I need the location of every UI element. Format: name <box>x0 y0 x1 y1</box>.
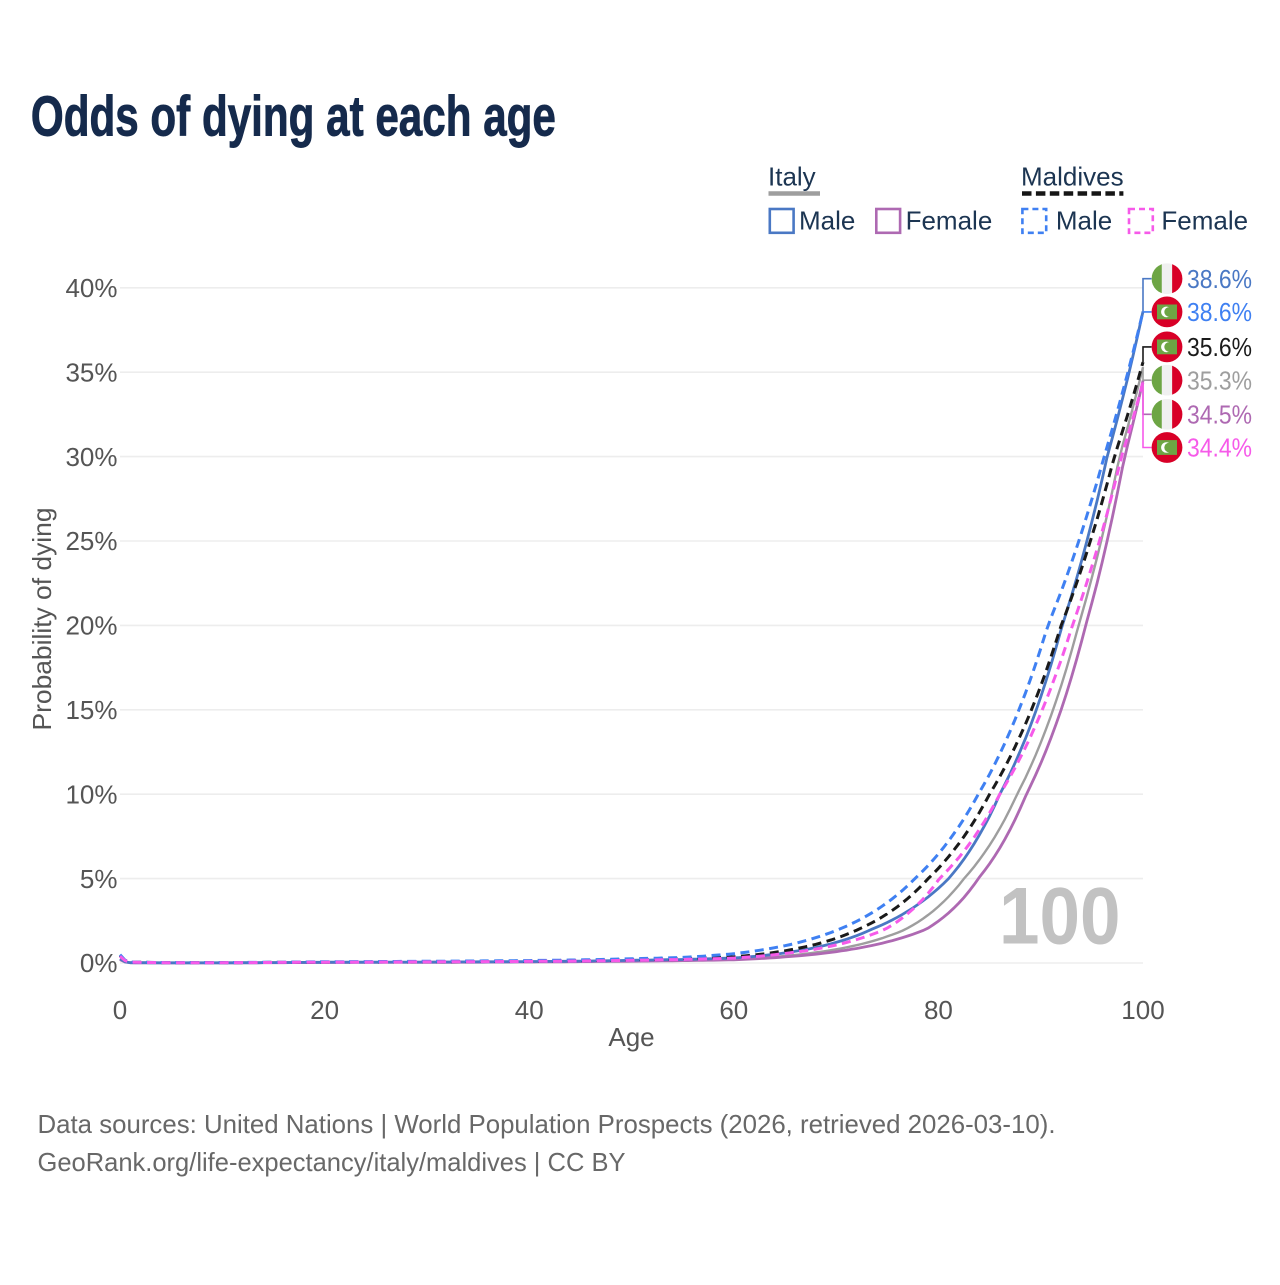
svg-text:34.5%: 34.5% <box>1187 400 1252 430</box>
svg-text:38.6%: 38.6% <box>1187 264 1252 294</box>
svg-text:Odds of dying at each age: Odds of dying at each age <box>31 85 556 149</box>
svg-text:15%: 15% <box>65 695 117 725</box>
svg-text:20%: 20% <box>65 611 117 641</box>
svg-text:100: 100 <box>999 872 1121 962</box>
svg-text:35.3%: 35.3% <box>1187 365 1252 395</box>
svg-text:Female: Female <box>906 206 993 236</box>
svg-text:0: 0 <box>113 995 127 1025</box>
svg-text:5%: 5% <box>80 864 118 894</box>
svg-text:35.6%: 35.6% <box>1187 332 1252 362</box>
svg-text:Data sources: United Nations |: Data sources: United Nations | World Pop… <box>38 1109 1056 1139</box>
svg-text:20: 20 <box>310 995 339 1025</box>
svg-text:34.4%: 34.4% <box>1187 433 1252 463</box>
svg-text:80: 80 <box>924 995 953 1025</box>
svg-text:60: 60 <box>719 995 748 1025</box>
svg-text:Italy: Italy <box>768 162 816 192</box>
svg-text:Age: Age <box>608 1022 654 1052</box>
svg-text:40%: 40% <box>65 273 117 303</box>
svg-text:100: 100 <box>1121 995 1164 1025</box>
svg-text:Male: Male <box>799 206 855 236</box>
svg-text:25%: 25% <box>65 526 117 556</box>
svg-text:40: 40 <box>515 995 544 1025</box>
svg-text:35%: 35% <box>65 357 117 387</box>
svg-text:10%: 10% <box>65 779 117 809</box>
svg-text:0%: 0% <box>80 948 118 978</box>
svg-text:Probability of dying: Probability of dying <box>27 508 57 731</box>
svg-text:Maldives: Maldives <box>1021 162 1124 192</box>
svg-text:30%: 30% <box>65 442 117 472</box>
svg-text:GeoRank.org/life-expectancy/it: GeoRank.org/life-expectancy/italy/maldiv… <box>38 1147 626 1177</box>
svg-text:38.6%: 38.6% <box>1187 297 1252 327</box>
svg-text:Male: Male <box>1056 206 1112 236</box>
svg-text:Female: Female <box>1161 206 1248 236</box>
